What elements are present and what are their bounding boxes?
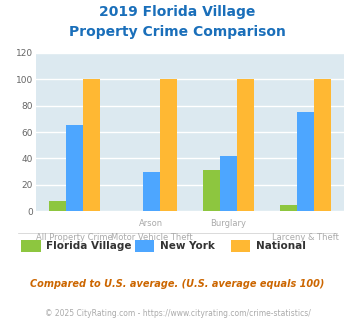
Bar [143,172,160,211]
Text: Burglary: Burglary [211,219,246,228]
Bar [66,125,83,211]
Text: Compared to U.S. average. (U.S. average equals 100): Compared to U.S. average. (U.S. average … [30,279,325,289]
Text: Florida Village: Florida Village [46,241,132,251]
Bar [280,205,297,211]
Bar [237,79,254,211]
Bar [83,79,100,211]
Text: Arson: Arson [139,219,163,228]
Text: 2019 Florida Village: 2019 Florida Village [99,5,256,19]
Bar [220,156,237,211]
Text: All Property Crime: All Property Crime [36,233,113,242]
Bar [297,112,314,211]
Bar [160,79,177,211]
Text: Motor Vehicle Theft: Motor Vehicle Theft [110,233,192,242]
Bar [203,170,220,211]
Text: Larceny & Theft: Larceny & Theft [272,233,339,242]
Text: © 2025 CityRating.com - https://www.cityrating.com/crime-statistics/: © 2025 CityRating.com - https://www.city… [45,309,310,317]
Bar [49,201,66,211]
Text: New York: New York [160,241,215,251]
Text: Property Crime Comparison: Property Crime Comparison [69,25,286,39]
Text: National: National [256,241,305,251]
Bar [314,79,331,211]
